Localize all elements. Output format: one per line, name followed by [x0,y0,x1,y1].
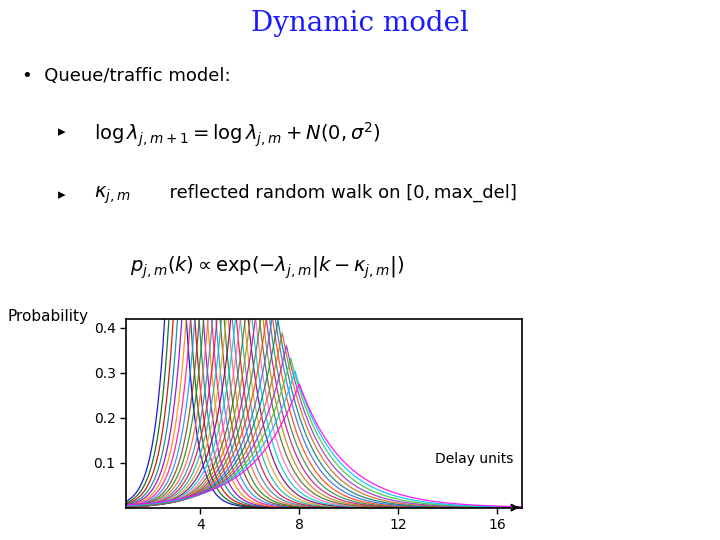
Text: $\log \lambda_{j,m+1} = \log \lambda_{j,m} + N(0, \sigma^2)$: $\log \lambda_{j,m+1} = \log \lambda_{j,… [94,120,380,149]
Text: Probability: Probability [7,309,88,324]
Text: $\kappa_{j,m}$: $\kappa_{j,m}$ [94,184,130,206]
Text: reflected random walk on [0, max_del]: reflected random walk on [0, max_del] [158,184,517,202]
Text: •  Queue/traffic model:: • Queue/traffic model: [22,67,230,85]
Text: $p_{j,m}(k) \propto \exp(-\lambda_{j,m}\left|k - \kappa_{j,m}\right|)$: $p_{j,m}(k) \propto \exp(-\lambda_{j,m}\… [130,254,404,281]
Text: Delay units: Delay units [435,452,513,466]
Text: ▸: ▸ [58,124,66,139]
Text: Dynamic model: Dynamic model [251,10,469,37]
Text: ▸: ▸ [58,187,66,202]
